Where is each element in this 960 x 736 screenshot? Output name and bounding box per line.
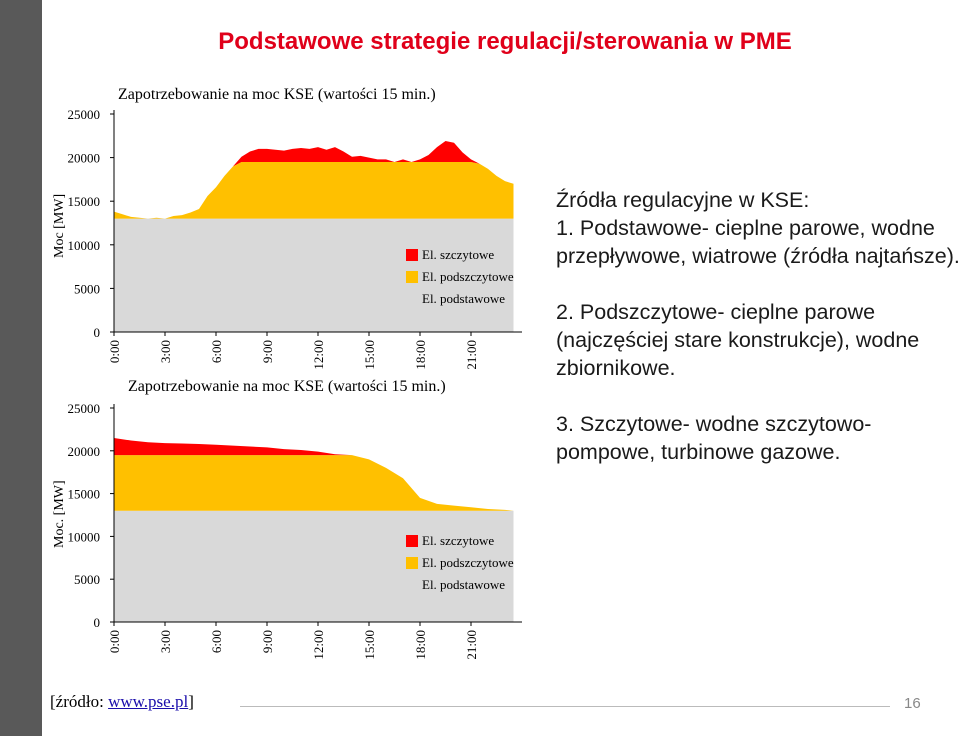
legend-swatch (406, 271, 418, 283)
slide-title: Podstawowe strategie regulacji/sterowani… (218, 28, 792, 55)
x-tick-label: 12:00 (311, 630, 326, 660)
source-prefix: [źródło: (50, 692, 109, 711)
chart-title: Zapotrzebowanie na moc KSE (wartości 15 … (128, 378, 446, 395)
legend-label: El. szczytowe (422, 247, 495, 262)
legend-item: El. podstawowe (406, 288, 514, 310)
legend-swatch (406, 535, 418, 547)
x-tick-label: 0:00 (107, 630, 122, 653)
legend-item: El. podszczytowe (406, 266, 514, 288)
legend-item: El. szczytowe (406, 530, 514, 552)
x-tick-label: 15:00 (362, 630, 377, 660)
page-number: 16 (904, 695, 921, 712)
legend-label: El. podszczytowe (422, 269, 514, 284)
legend-swatch (406, 249, 418, 261)
chart-top: Zapotrzebowanie na moc KSE (wartości 15 … (44, 80, 530, 370)
source-suffix: ] (188, 692, 194, 711)
legend-swatch (406, 293, 418, 305)
y-tick-label: 25000 (68, 107, 101, 122)
y-tick-label: 10000 (68, 238, 101, 253)
x-tick-label: 6:00 (209, 340, 224, 363)
legend-swatch (406, 579, 418, 591)
legend: El. szczytowe El. podszczytowe El. podst… (406, 530, 514, 596)
series-area-el-podszczytowe (114, 161, 514, 219)
chart-title: Zapotrzebowanie na moc KSE (wartości 15 … (118, 86, 436, 103)
x-tick-label: 6:00 (209, 630, 224, 653)
chart-bottom: Zapotrzebowanie na moc KSE (wartości 15 … (44, 374, 530, 674)
legend-label: El. podszczytowe (422, 555, 514, 570)
y-tick-label: 25000 (68, 401, 101, 416)
x-tick-label: 21:00 (464, 340, 479, 370)
x-tick-label: 15:00 (362, 340, 377, 370)
x-tick-label: 9:00 (260, 340, 275, 363)
text-item-3: 3. Szczytowe- wodne szczytowo-pompowe, t… (556, 412, 872, 464)
series-area-el-szczytowe (114, 437, 514, 511)
text-item-1: 1. Podstawowe- cieplne parowe, wodne prz… (556, 216, 960, 268)
legend-label: El. podstawowe (422, 577, 506, 592)
y-tick-label: 0 (94, 325, 101, 340)
series-area-el-szczytowe (114, 141, 514, 219)
chart-plot: 0 5000 10000 15000 20000 25000 0:00 3:00 6:00 9:0… (68, 401, 522, 660)
text-panel: Źródła regulacyjne w KSE: 1. Podstawowe-… (556, 186, 960, 466)
y-tick-label: 15000 (68, 194, 101, 209)
legend-item: El. podszczytowe (406, 552, 514, 574)
legend-item: El. podstawowe (406, 574, 514, 596)
legend-item: El. szczytowe (406, 244, 514, 266)
legend-label: El. podstawowe (422, 291, 506, 306)
y-tick-label: 5000 (74, 281, 100, 296)
y-tick-label: 20000 (68, 444, 101, 459)
x-tick-label: 3:00 (158, 630, 173, 653)
text-heading: Źródła regulacyjne w KSE: (556, 188, 810, 212)
x-tick-label: 9:00 (260, 630, 275, 653)
x-tick-label: 18:00 (413, 340, 428, 370)
x-tick-label: 18:00 (413, 630, 428, 660)
x-tick-label: 21:00 (464, 630, 479, 660)
legend-swatch (406, 557, 418, 569)
footer-rule (240, 706, 890, 707)
source-note: [źródło: www.pse.pl] (50, 692, 194, 712)
chart-plot: 0 5000 10000 15000 20000 25000 0:00 3:00 6:00 9:0… (68, 107, 522, 370)
y-tick-label: 15000 (68, 487, 101, 502)
text-item-2: 2. Podszczytowe- cieplne parowe (najczęś… (556, 300, 920, 380)
y-tick-label: 0 (94, 615, 101, 630)
x-tick-label: 12:00 (311, 340, 326, 370)
legend-label: El. szczytowe (422, 533, 495, 548)
source-link[interactable]: www.pse.pl (108, 692, 189, 711)
y-tick-label: 10000 (68, 529, 101, 544)
x-tick-label: 3:00 (158, 340, 173, 363)
left-accent-bar (0, 0, 42, 736)
x-tick-label: 0:00 (107, 340, 122, 363)
y-tick-label: 5000 (74, 572, 100, 587)
y-tick-label: 20000 (68, 151, 101, 166)
series-area-el-podszczytowe (114, 455, 514, 511)
legend: El. szczytowe El. podszczytowe El. podst… (406, 244, 514, 310)
